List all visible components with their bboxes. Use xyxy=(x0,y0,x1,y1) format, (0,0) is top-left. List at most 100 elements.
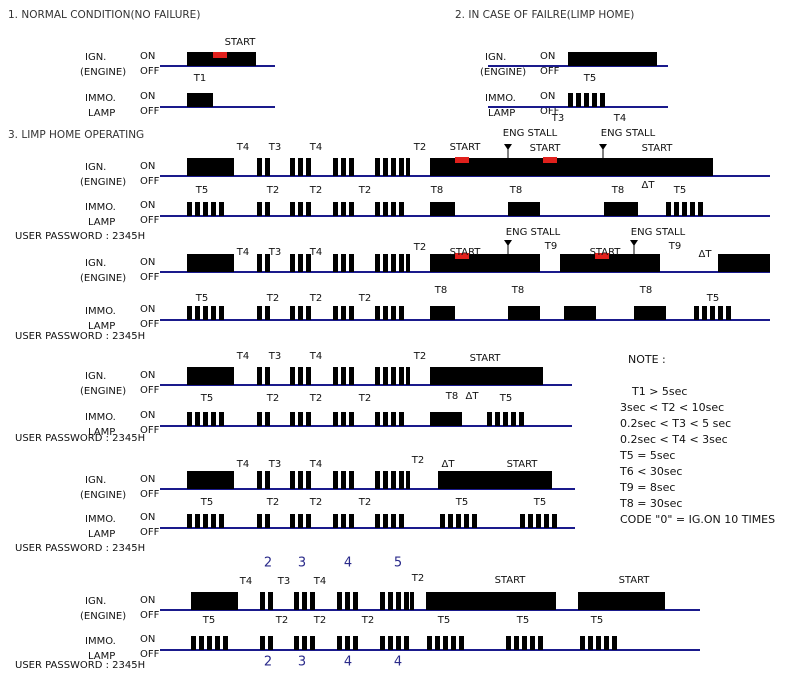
pulse xyxy=(530,636,535,650)
pulse xyxy=(195,514,200,528)
pulse xyxy=(383,367,388,385)
pulse xyxy=(349,514,354,528)
pulse xyxy=(306,367,311,385)
pulse xyxy=(580,636,585,650)
signal-label: (ENGINE) xyxy=(80,611,126,622)
pulse xyxy=(487,412,492,426)
pulse xyxy=(538,636,543,650)
pulse xyxy=(391,306,396,320)
pulse xyxy=(564,306,596,320)
pulse xyxy=(399,306,404,320)
pulse xyxy=(375,306,380,320)
pulse xyxy=(341,202,346,216)
signal-label: IGN. xyxy=(85,475,106,486)
annotation: ENG STALL xyxy=(631,227,686,238)
pulse xyxy=(298,471,303,489)
pulse xyxy=(333,158,338,176)
pulse xyxy=(406,471,410,489)
pulse xyxy=(302,592,307,610)
annotation: ΔT xyxy=(642,180,656,191)
pulse xyxy=(578,592,665,610)
pulse xyxy=(306,514,311,528)
annotation: T3 xyxy=(268,142,281,153)
signal-label: IGN. xyxy=(85,258,106,269)
pulse xyxy=(187,202,192,216)
annotation: T5 xyxy=(583,73,596,84)
pulse xyxy=(544,514,549,528)
pulse xyxy=(391,367,396,385)
pulse xyxy=(568,93,573,107)
annotation: START xyxy=(642,143,674,154)
pulse xyxy=(341,471,346,489)
pulse xyxy=(195,306,200,320)
annotation: T5 xyxy=(673,185,686,196)
annotation: 4 xyxy=(344,556,352,571)
pulse xyxy=(203,306,208,320)
stall-marker xyxy=(504,240,512,246)
annotation: T2 xyxy=(358,293,371,304)
pulse xyxy=(290,367,295,385)
annotation: T3 xyxy=(268,459,281,470)
signal-label: (ENGINE) xyxy=(80,490,126,501)
section-title: 2. IN CASE OF FAILRE(LIMP HOME) xyxy=(455,9,634,21)
pulse xyxy=(519,412,524,426)
signal-label: ON xyxy=(140,474,155,485)
annotation: T8 xyxy=(511,285,524,296)
pulse xyxy=(199,636,204,650)
annotation: T4 xyxy=(309,247,322,258)
annotation: T5 xyxy=(499,393,512,404)
pulse xyxy=(383,202,388,216)
annotation: T5 xyxy=(200,393,213,404)
pulse xyxy=(396,592,401,610)
signal-label: OFF xyxy=(140,215,160,226)
pulse xyxy=(430,158,713,176)
note-line: 0.2sec < T3 < 5 sec xyxy=(620,417,731,430)
signal-label: LAMP xyxy=(88,427,115,438)
signal-label: (ENGINE) xyxy=(480,67,526,78)
pulse xyxy=(187,471,234,489)
pulse xyxy=(333,306,338,320)
annotation: START xyxy=(619,575,651,586)
pulse xyxy=(187,412,192,426)
note-line: T1 > 5sec xyxy=(631,385,687,398)
note-line: T8 = 30sec xyxy=(619,497,682,510)
note-line: T6 < 30sec xyxy=(619,465,682,478)
pulse xyxy=(257,158,262,176)
pulse xyxy=(341,158,346,176)
pulse xyxy=(406,367,410,385)
pulse xyxy=(203,514,208,528)
pulse xyxy=(698,202,703,216)
signal-label: ON xyxy=(140,91,155,102)
annotation: START xyxy=(450,142,482,153)
pulse xyxy=(294,636,299,650)
pulse xyxy=(260,592,265,610)
annotation: T4 xyxy=(239,576,252,587)
pulse xyxy=(223,636,228,650)
signal-label: IMMO. xyxy=(85,202,116,213)
pulse xyxy=(290,412,295,426)
annotation: T2 xyxy=(275,615,288,626)
stall-marker xyxy=(599,144,607,150)
signal-label: (ENGINE) xyxy=(80,67,126,78)
signal-label: OFF xyxy=(140,649,160,660)
annotation: T5 xyxy=(437,615,450,626)
pulse xyxy=(438,471,552,489)
annotation: T9 xyxy=(668,241,681,252)
pulse xyxy=(694,306,699,320)
pulse xyxy=(349,412,354,426)
annotation: T2 xyxy=(411,455,424,466)
annotation: T8 xyxy=(611,185,624,196)
annotation: 3 xyxy=(298,556,306,571)
pulse xyxy=(604,202,638,216)
pulse xyxy=(290,158,295,176)
pulse xyxy=(503,412,508,426)
annotation: T2 xyxy=(413,242,426,253)
signal-label: OFF xyxy=(140,425,160,436)
annotation: T2 xyxy=(266,393,279,404)
pulse xyxy=(383,254,388,272)
pulse xyxy=(310,592,315,610)
note-line: CODE "0" = IG.ON 10 TIMES xyxy=(620,513,775,526)
pulse xyxy=(448,514,453,528)
annotation: 2 xyxy=(264,556,272,571)
pulse xyxy=(388,636,393,650)
